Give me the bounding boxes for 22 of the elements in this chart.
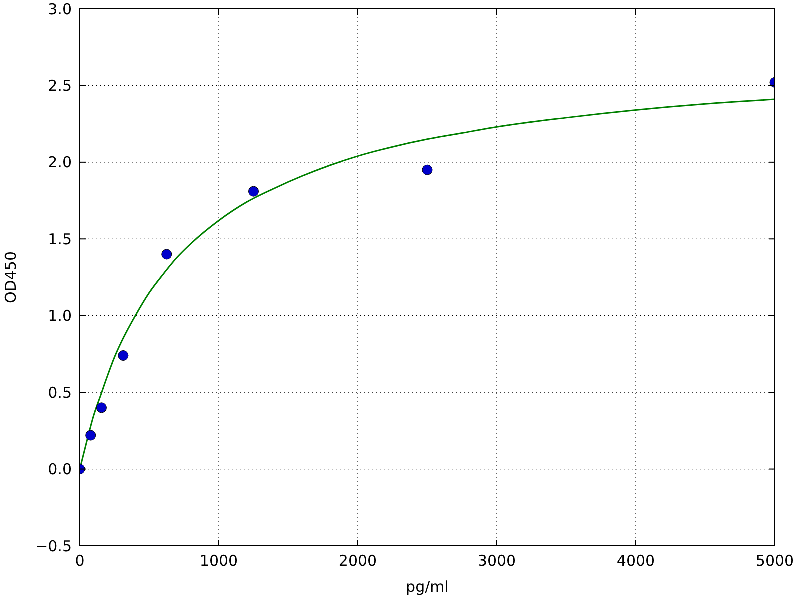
y-tick-label: 0.0 — [48, 460, 72, 479]
x-tick-label: 5000 — [756, 552, 794, 570]
point — [248, 186, 259, 197]
point — [96, 402, 107, 414]
y-axis-title: OD450 — [2, 252, 20, 304]
point — [422, 164, 433, 176]
x-tick-label: 3000 — [478, 552, 516, 570]
y-tick-label: 2.0 — [48, 154, 72, 172]
y-tick-label: −0.5 — [36, 537, 72, 556]
point — [162, 249, 172, 260]
y-tick-label: 2.5 — [48, 76, 72, 95]
point — [86, 430, 96, 441]
x-axis-title: pg/ml — [406, 578, 449, 596]
y-tick-label: 3.0 — [48, 0, 72, 18]
y-tick-label: 0.5 — [48, 384, 72, 402]
y-tick-label: 1.0 — [48, 307, 72, 326]
point — [118, 350, 129, 361]
x-tick-label: 4000 — [616, 552, 656, 570]
x-tick-label: 0 — [75, 552, 85, 570]
x-tick-label: 2000 — [338, 552, 378, 570]
y-tick-label: 1.5 — [48, 230, 72, 248]
x-tick-label: 1000 — [200, 552, 238, 570]
